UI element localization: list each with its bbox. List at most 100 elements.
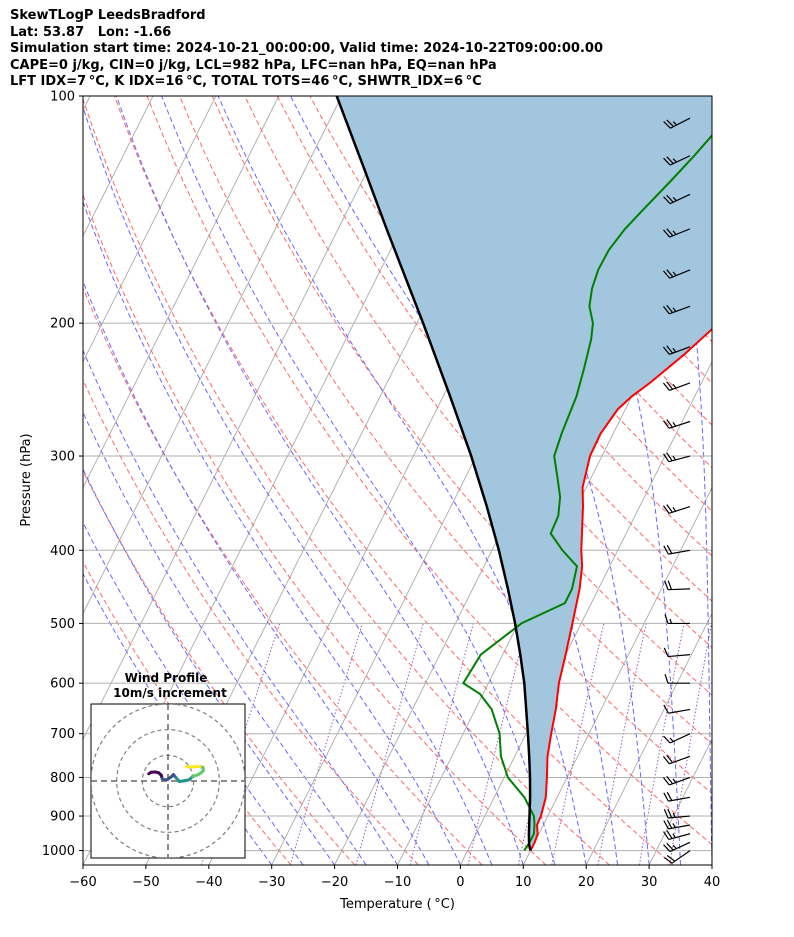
barb-flag (662, 346, 670, 355)
hodograph-title: Wind Profile (125, 671, 208, 685)
wind-barb (663, 155, 691, 166)
wind-barb (662, 754, 691, 765)
barb-flag (666, 791, 673, 801)
barb-flag (666, 544, 673, 554)
mixing-ratio-lines (201, 623, 712, 865)
barb-flag (666, 830, 673, 839)
barb-flag (662, 777, 670, 786)
barb-staff (669, 193, 691, 205)
dewpoint-line (461, 133, 712, 852)
barb-half-flag (669, 737, 674, 742)
y-tick-label: 700 (50, 727, 75, 742)
dry-adiabat (374, 96, 712, 512)
barb-half-flag (672, 421, 677, 427)
wind-barb (662, 419, 691, 429)
wind-barb (664, 580, 691, 591)
moist-adiabat (83, 411, 367, 865)
barb-flag (663, 704, 669, 714)
isotherm (711, 863, 712, 865)
barb-staff (669, 776, 691, 786)
barb-flag (666, 228, 674, 237)
moist-adiabat (83, 468, 336, 865)
dry-adiabat (146, 96, 712, 846)
barb-flag (664, 857, 673, 864)
barb-half-flag (672, 823, 676, 828)
y-tick-label: 600 (50, 677, 75, 692)
x-axis-ticks: −60 −50 −40 −30 −20 −10 0 10 20 30 40 (69, 865, 720, 890)
x-tick-label: 10 (515, 875, 532, 890)
isotherm (83, 96, 154, 238)
barb-flag (663, 121, 671, 129)
barb-flag (663, 545, 669, 555)
wind-barb (662, 228, 691, 238)
cape-line: CAPE=0 j/kg, CIN=0 j/kg, LCL=982 hPa, LF… (10, 57, 497, 73)
barb-staff (668, 796, 691, 802)
index-line: LFT IDX=7 °C, K IDX=16 °C, TOTAL TOTS=46… (10, 74, 482, 89)
barb-flag (666, 819, 673, 829)
barb-flag (663, 792, 669, 802)
chart-header: SkewTLogP LeedsBradford Lat: 53.87 Lon: -… (10, 8, 603, 91)
barb-flag (663, 820, 669, 830)
y-tick-label: 1000 (42, 844, 75, 859)
barb-flag (666, 119, 674, 127)
barb-flag (666, 842, 674, 851)
barb-flag (666, 381, 674, 390)
barb-flag (666, 345, 674, 354)
isotherm (585, 612, 712, 865)
barb-staff (669, 305, 691, 315)
y-tick-label: 500 (50, 617, 75, 632)
barb-staff (668, 824, 691, 830)
isotherm (522, 486, 712, 865)
barb-flag (666, 775, 674, 785)
barb-flag (663, 809, 669, 819)
moist-adiabat (217, 96, 587, 865)
barb-staff (669, 841, 691, 853)
wind-barb (664, 850, 691, 864)
barb-half-flag (672, 271, 677, 276)
wind-barb (663, 117, 691, 129)
barb-staff (668, 505, 691, 514)
barb-staff (669, 733, 691, 744)
x-tick-label: −60 (69, 875, 96, 890)
barb-flag (663, 831, 670, 840)
wind-barb (663, 193, 691, 205)
dry-adiabat (211, 96, 712, 745)
barb-flag (662, 420, 670, 429)
dry-adiabat (83, 97, 610, 865)
barb-staff (668, 708, 691, 714)
wind-barb (663, 819, 691, 830)
barb-staff (671, 850, 691, 864)
x-tick-label: 40 (704, 875, 721, 890)
barb-half-flag (672, 383, 677, 389)
wind-barb (663, 733, 691, 744)
barb-flag (663, 647, 669, 657)
wind-barb (663, 808, 691, 819)
barb-half-flag (669, 618, 673, 624)
barb-flag (662, 382, 670, 391)
barb-staff (669, 228, 691, 238)
mixing-ratio-line (355, 623, 424, 865)
barb-flag (666, 194, 674, 203)
barb-flag (662, 229, 671, 238)
barb-staff (669, 269, 691, 279)
barb-flag (664, 580, 669, 590)
wind-barb (664, 614, 690, 625)
mixing-ratio-line (638, 623, 685, 865)
barb-flag (662, 306, 670, 315)
barb-staff (668, 455, 691, 463)
isotherm (459, 360, 712, 865)
isotherm (775, 96, 794, 865)
isotherm (83, 96, 91, 112)
y-tick-label: 100 (50, 90, 75, 105)
mixing-ratio-line (669, 623, 712, 865)
time-line: Simulation start time: 2024-10-21_00:00:… (10, 41, 603, 56)
moist-adiabat (83, 280, 430, 865)
wind-barb (664, 673, 690, 684)
mixing-ratio-line (551, 623, 605, 865)
wind-barb (663, 544, 691, 555)
y-tick-label: 200 (50, 317, 75, 332)
x-axis-label: Temperature ( °C) (339, 897, 455, 912)
y-tick-label: 300 (50, 450, 75, 465)
barb-flag (666, 754, 674, 763)
x-tick-label: −40 (195, 875, 222, 890)
